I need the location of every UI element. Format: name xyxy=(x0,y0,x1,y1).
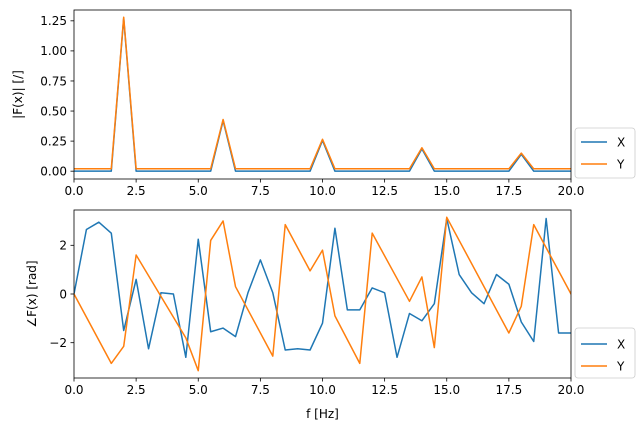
magnitude-x-tick-label: 7.5 xyxy=(251,184,270,198)
magnitude-x-tick-label: 20.0 xyxy=(558,184,585,198)
magnitude-ticks: 0.0 2.5 5.0 7.5 10.0 12.5 15.0 17.5 20.0 0.00 0.25… xyxy=(40,14,584,198)
phase-legend-label-x: X xyxy=(617,338,625,352)
magnitude-x-tick-label: 2.5 xyxy=(127,184,146,198)
phase-legend-box xyxy=(574,327,636,379)
magnitude-y-tick-label: 0.25 xyxy=(40,134,67,148)
magnitude-axes: 0.0 2.5 5.0 7.5 10.0 12.5 15.0 17.5 20.0 0.00 0.25… xyxy=(11,9,636,198)
phase-x-tick-label: 0.0 xyxy=(64,383,83,397)
phase-ticks: 0.0 2.5 5.0 7.5 10.0 12.5 15.0 17.5 20.0 −2 0 2 xyxy=(49,239,584,397)
magnitude-series-line-y xyxy=(74,16,571,170)
magnitude-series xyxy=(74,16,571,172)
phase-x-tick-label: 10.0 xyxy=(309,383,336,397)
phase-x-tick-label: 15.0 xyxy=(433,383,460,397)
magnitude-legend: X Y xyxy=(574,127,636,179)
magnitude-x-tick-label: 17.5 xyxy=(496,184,523,198)
phase-legend-label-y: Y xyxy=(616,360,625,374)
phase-axes: 0.0 2.5 5.0 7.5 10.0 12.5 15.0 17.5 20.0 −2 0 2 ∠F(… xyxy=(25,209,636,421)
phase-x-tick-label: 17.5 xyxy=(496,383,523,397)
phase-legend: X Y xyxy=(574,327,636,379)
phase-plot-frame xyxy=(73,209,572,379)
phase-x-tick-label: 12.5 xyxy=(371,383,398,397)
magnitude-y-tick-label: 1.25 xyxy=(40,14,67,28)
magnitude-x-tick-label: 10.0 xyxy=(309,184,336,198)
magnitude-x-tick-label: 5.0 xyxy=(189,184,208,198)
magnitude-y-axis-label: |F(x)| [/] xyxy=(11,70,25,119)
phase-y-tick-label: −2 xyxy=(49,336,67,350)
magnitude-y-tick-label: 0.00 xyxy=(40,164,67,178)
phase-x-axis-label: f [Hz] xyxy=(306,407,339,421)
magnitude-x-tick-label: 12.5 xyxy=(371,184,398,198)
magnitude-legend-label-y: Y xyxy=(616,158,625,172)
phase-x-tick-label: 5.0 xyxy=(189,383,208,397)
phase-x-tick-label: 7.5 xyxy=(251,383,270,397)
magnitude-x-tick-label: 15.0 xyxy=(433,184,460,198)
phase-y-axis-label: ∠F(x) [rad] xyxy=(25,260,39,327)
magnitude-legend-label-x: X xyxy=(617,136,625,150)
phase-series xyxy=(74,216,571,372)
phase-x-tick-label: 2.5 xyxy=(127,383,146,397)
phase-series-line-y xyxy=(74,216,571,372)
phase-y-tick-label: 2 xyxy=(59,239,67,253)
magnitude-x-tick-label: 0.0 xyxy=(64,184,83,198)
magnitude-y-tick-label: 1.00 xyxy=(40,44,67,58)
magnitude-y-tick-label: 0.75 xyxy=(40,74,67,88)
phase-x-tick-label: 20.0 xyxy=(558,383,585,397)
magnitude-plot-frame xyxy=(73,9,572,180)
magnitude-legend-box xyxy=(574,127,636,179)
phase-y-tick-label: 0 xyxy=(59,287,67,301)
magnitude-y-tick-label: 0.50 xyxy=(40,104,67,118)
